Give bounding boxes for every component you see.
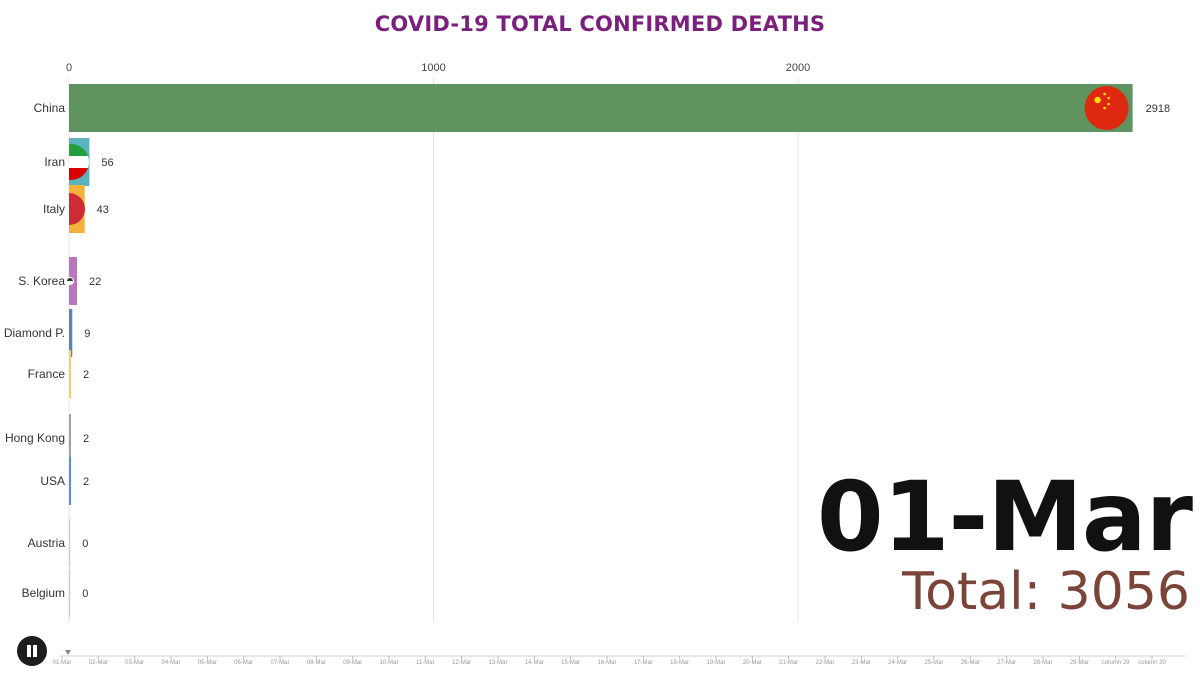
timeline-label[interactable]: 18-Mar (670, 660, 689, 666)
category-label: China (34, 101, 66, 115)
current-date-label: 01-Mar (816, 461, 1193, 573)
bar-chart: 0 1000 2000 China Iran Italy S. Korea Diamond … (4, 62, 1170, 622)
timeline-label[interactable]: 27-Mar (997, 660, 1016, 666)
timeline-label[interactable]: column 30 (1138, 660, 1166, 666)
category-label: USA (40, 474, 65, 488)
timeline-label[interactable]: 26-Mar (961, 660, 980, 666)
timeline-label[interactable]: column 29 (1102, 660, 1130, 666)
italy-flag-icon (69, 193, 85, 225)
value-label: 22 (89, 276, 101, 288)
timeline-label[interactable]: 01-Mar (52, 660, 71, 666)
timeline-label[interactable]: 25-Mar (924, 660, 943, 666)
category-label: Iran (44, 155, 65, 169)
timeline-label[interactable]: 11-Mar (416, 660, 435, 666)
pause-icon (27, 645, 31, 657)
timeline-label[interactable]: 15-Mar (561, 660, 580, 666)
category-label: Hong Kong (5, 431, 65, 445)
timeline-ticks: 01-Mar 02-Mar 03-Mar 04-Mar 05-Mar 06-Mar 07-M… (52, 656, 1167, 666)
bars (66, 84, 1133, 617)
timeline-label[interactable]: 03-Mar (125, 660, 144, 666)
category-label: S. Korea (18, 274, 65, 288)
value-label: 0 (82, 538, 88, 550)
bar (69, 519, 71, 567)
value-label: 2918 (1146, 103, 1170, 115)
timeline-label[interactable]: 13-Mar (488, 660, 507, 666)
timeline-label[interactable]: 07-Mar (270, 660, 289, 666)
timeline-label[interactable]: 24-Mar (888, 660, 907, 666)
x-tick-label: 1000 (421, 62, 445, 74)
category-label: Austria (28, 536, 66, 550)
timeline-label[interactable]: 14-Mar (525, 660, 544, 666)
timeline-label[interactable]: 22-Mar (815, 660, 834, 666)
timeline-label[interactable]: 21-Mar (779, 660, 798, 666)
value-label: 9 (84, 328, 90, 340)
category-labels: China Iran Italy S. Korea Diamond P. France Ho… (4, 101, 65, 600)
bar (69, 569, 71, 617)
bar (69, 414, 71, 462)
category-label: Belgium (22, 586, 65, 600)
category-label: France (28, 367, 66, 381)
bar (69, 350, 71, 398)
timeline-label[interactable]: 12-Mar (452, 660, 471, 666)
x-tick-label: 0 (66, 62, 72, 74)
value-label: 2 (83, 433, 89, 445)
timeline-label[interactable]: 09-Mar (343, 660, 362, 666)
value-label: 0 (82, 588, 88, 600)
timeline-label[interactable]: 28-Mar (1033, 660, 1052, 666)
iran-flag-icon (69, 144, 89, 180)
timeline-label[interactable]: 16-Mar (597, 660, 616, 666)
timeline-label[interactable]: 29-Mar (1070, 660, 1089, 666)
timeline-handle[interactable] (65, 650, 71, 655)
x-tick-label: 2000 (786, 62, 810, 74)
timeline-label[interactable]: 05-Mar (198, 660, 217, 666)
timeline-label[interactable]: 17-Mar (634, 660, 653, 666)
category-label: Italy (43, 202, 65, 216)
pause-button[interactable] (17, 636, 47, 666)
timeline-label[interactable]: 20-Mar (743, 660, 762, 666)
value-label: 2 (83, 369, 89, 381)
south-korea-flag-icon (66, 277, 74, 285)
timeline-label[interactable]: 23-Mar (852, 660, 871, 666)
timeline-label[interactable]: 19-Mar (706, 660, 725, 666)
bar (69, 84, 1133, 132)
timeline-label[interactable]: 10-Mar (379, 660, 398, 666)
timeline-label[interactable]: 06-Mar (234, 660, 253, 666)
bar (69, 457, 71, 505)
bar (69, 309, 73, 357)
value-label: 2 (83, 476, 89, 488)
category-label: Diamond P. (4, 326, 65, 340)
value-label: 56 (101, 157, 113, 169)
timeline-label[interactable]: 04-Mar (161, 660, 180, 666)
china-flag-icon (1084, 86, 1129, 130)
timeline-label[interactable]: 08-Mar (307, 660, 326, 666)
total-count-label: Total: 3056 (902, 562, 1190, 622)
value-label: 43 (97, 204, 109, 216)
x-axis-ticks: 0 1000 2000 (66, 62, 810, 74)
timeline-label[interactable]: 02-Mar (89, 660, 108, 666)
pause-icon-bar (33, 645, 37, 657)
chart-title: COVID-19 TOTAL CONFIRMED DEATHS (374, 12, 826, 36)
